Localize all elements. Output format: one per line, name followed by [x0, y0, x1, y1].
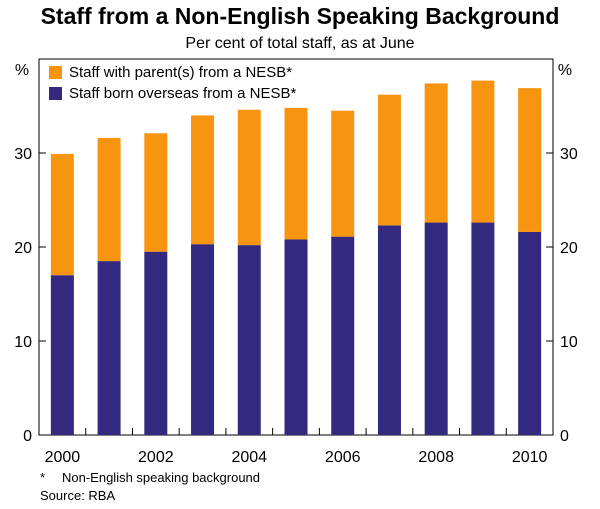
- bar-segment-2009-series-1: [471, 80, 495, 223]
- y-tick-label-left: 20: [14, 240, 32, 257]
- chart-subtitle: Per cent of total staff, as at June: [185, 35, 415, 52]
- y-unit-right: %: [558, 62, 572, 79]
- x-tick-label: 2004: [231, 449, 267, 466]
- bar-segment-2005-series-1: [284, 107, 308, 240]
- y-tick-label-right: 20: [560, 240, 578, 257]
- bar-segment-2000-series-1: [50, 153, 74, 276]
- x-tick-label: 2008: [418, 449, 454, 466]
- bar-segment-2006-series-0: [331, 236, 355, 435]
- footnote-mark: *: [40, 470, 46, 485]
- bar-segment-2010-series-0: [518, 231, 542, 435]
- y-tick-label-left: 30: [14, 146, 32, 163]
- legend-swatch: [49, 66, 62, 79]
- y-axis-labels: 0 0 10 10 20 20 30 30: [14, 146, 578, 445]
- y-tick-label-right: 30: [560, 146, 578, 163]
- bars: [50, 80, 542, 435]
- bar-segment-2005-series-0: [284, 239, 308, 435]
- legend-label: Staff with parent(s) from a NESB*: [69, 64, 292, 81]
- bar-segment-2008-series-0: [424, 222, 448, 435]
- legend: Staff with parent(s) from a NESB* Staff b…: [49, 64, 296, 102]
- y-tick-label-right: 10: [560, 334, 578, 351]
- y-tick-label-left: 10: [14, 334, 32, 351]
- x-tick-label: 2000: [45, 449, 81, 466]
- y-unit-left: %: [15, 62, 29, 79]
- footnote: * Non-English speaking background: [40, 470, 260, 485]
- bar-segment-2001-series-1: [97, 137, 121, 262]
- y-tick-label-left: 0: [23, 428, 32, 445]
- x-tick-label: 2002: [138, 449, 174, 466]
- bar-segment-2004-series-1: [237, 109, 261, 246]
- bar-segment-2007-series-0: [377, 225, 401, 435]
- footnote-text: Non-English speaking background: [62, 470, 261, 485]
- bar-segment-2007-series-1: [377, 94, 401, 226]
- bar-segment-2002-series-0: [144, 251, 168, 435]
- legend-label: Staff born overseas from a NESB*: [69, 85, 296, 102]
- bar-segment-2001-series-0: [97, 261, 121, 435]
- bar-segment-2008-series-1: [424, 83, 448, 223]
- bar-segment-2000-series-0: [50, 275, 74, 435]
- x-axis-labels: 2000 2002 2004 2006 2008 2010: [45, 449, 548, 466]
- bar-segment-2010-series-1: [518, 88, 542, 232]
- source-note: Source: RBA: [40, 488, 116, 503]
- bar-segment-2009-series-0: [471, 222, 495, 435]
- y-axis-ticks: [39, 152, 553, 436]
- bar-segment-2006-series-1: [331, 110, 355, 237]
- chart-title: Staff from a Non-English Speaking Backgr…: [40, 3, 560, 29]
- bar-segment-2004-series-0: [237, 245, 261, 435]
- legend-swatch: [49, 87, 62, 100]
- bar-segment-2003-series-1: [191, 115, 215, 245]
- x-tick-label: 2006: [325, 449, 361, 466]
- bar-segment-2003-series-0: [191, 244, 215, 435]
- bar-segment-2002-series-1: [144, 133, 168, 252]
- x-tick-label: 2010: [512, 449, 548, 466]
- y-tick-label-right: 0: [560, 428, 569, 445]
